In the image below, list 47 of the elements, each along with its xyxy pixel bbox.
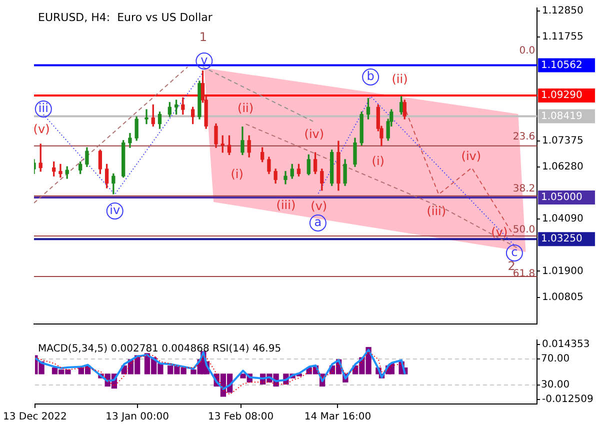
annotation: (v) (310, 199, 328, 214)
chart-title: MACD(5,34,5) 0.002781 0.004868 RSI(14) 46.95 (38, 344, 282, 355)
annotation: (iv) (304, 127, 324, 142)
annotation: (i) (372, 154, 384, 168)
y-tick-label: 1.07375 (542, 136, 584, 147)
annotation: (iii) (426, 204, 446, 218)
candlestick (144, 109, 148, 124)
ref-line-label: 1.03250 (541, 234, 582, 245)
annotation: c (511, 245, 518, 260)
annotation: v (200, 53, 208, 68)
y-tick-label: 1.01900 (542, 266, 584, 277)
annotation: 0.0 (519, 46, 536, 57)
x-tick-label: 14 Mar 16:00 (304, 412, 372, 423)
annotation: (v) (491, 225, 508, 240)
annotation: a (314, 215, 322, 230)
annotation: 23.6 (512, 132, 536, 143)
annotation: iv (110, 203, 120, 218)
annotation: (ii) (238, 101, 254, 116)
chart-title: EURUSD, H4: Euro vs US Dollar (38, 10, 213, 24)
annotation: (ii) (392, 72, 408, 86)
ref-line-label: 1.09290 (541, 90, 582, 102)
ref-line-label: 1.08419 (541, 110, 582, 122)
x-tick-label: 13 Feb 08:00 (208, 412, 274, 423)
annotation: (iv) (461, 149, 482, 164)
y-tick-label: 1.12850 (542, 5, 584, 16)
y-tick-label: 1.00805 (542, 292, 584, 303)
annotation: 1 (199, 30, 208, 44)
annotation: (v) (33, 122, 50, 136)
x-tick-label: 13 Jan 00:00 (106, 412, 169, 423)
y-tick-label: 1.06280 (542, 162, 584, 173)
y2-tick-label: 70.00 (541, 354, 570, 365)
y-tick-label: -0.012509 (542, 394, 594, 406)
y-tick-label: 0.014353 (542, 339, 590, 350)
y2-tick-label: 30.00 (541, 380, 570, 391)
ref-line-label: 1.10562 (541, 60, 582, 71)
x-tick-label: 13 Dec 2022 (2, 412, 67, 423)
line-series (400, 98, 515, 237)
annotation: iii (38, 101, 48, 116)
y-tick-label: 1.04090 (542, 214, 584, 225)
annotation: b (366, 69, 374, 84)
annotation: (iii) (276, 198, 296, 212)
annotation: 38.2 (512, 184, 536, 195)
y-tick-label: 1.11755 (542, 31, 584, 42)
annotation: 50.0 (512, 224, 536, 236)
annotation: (i) (230, 167, 244, 182)
ref-line-label: 1.05000 (541, 192, 582, 204)
candlestick (58, 164, 62, 178)
